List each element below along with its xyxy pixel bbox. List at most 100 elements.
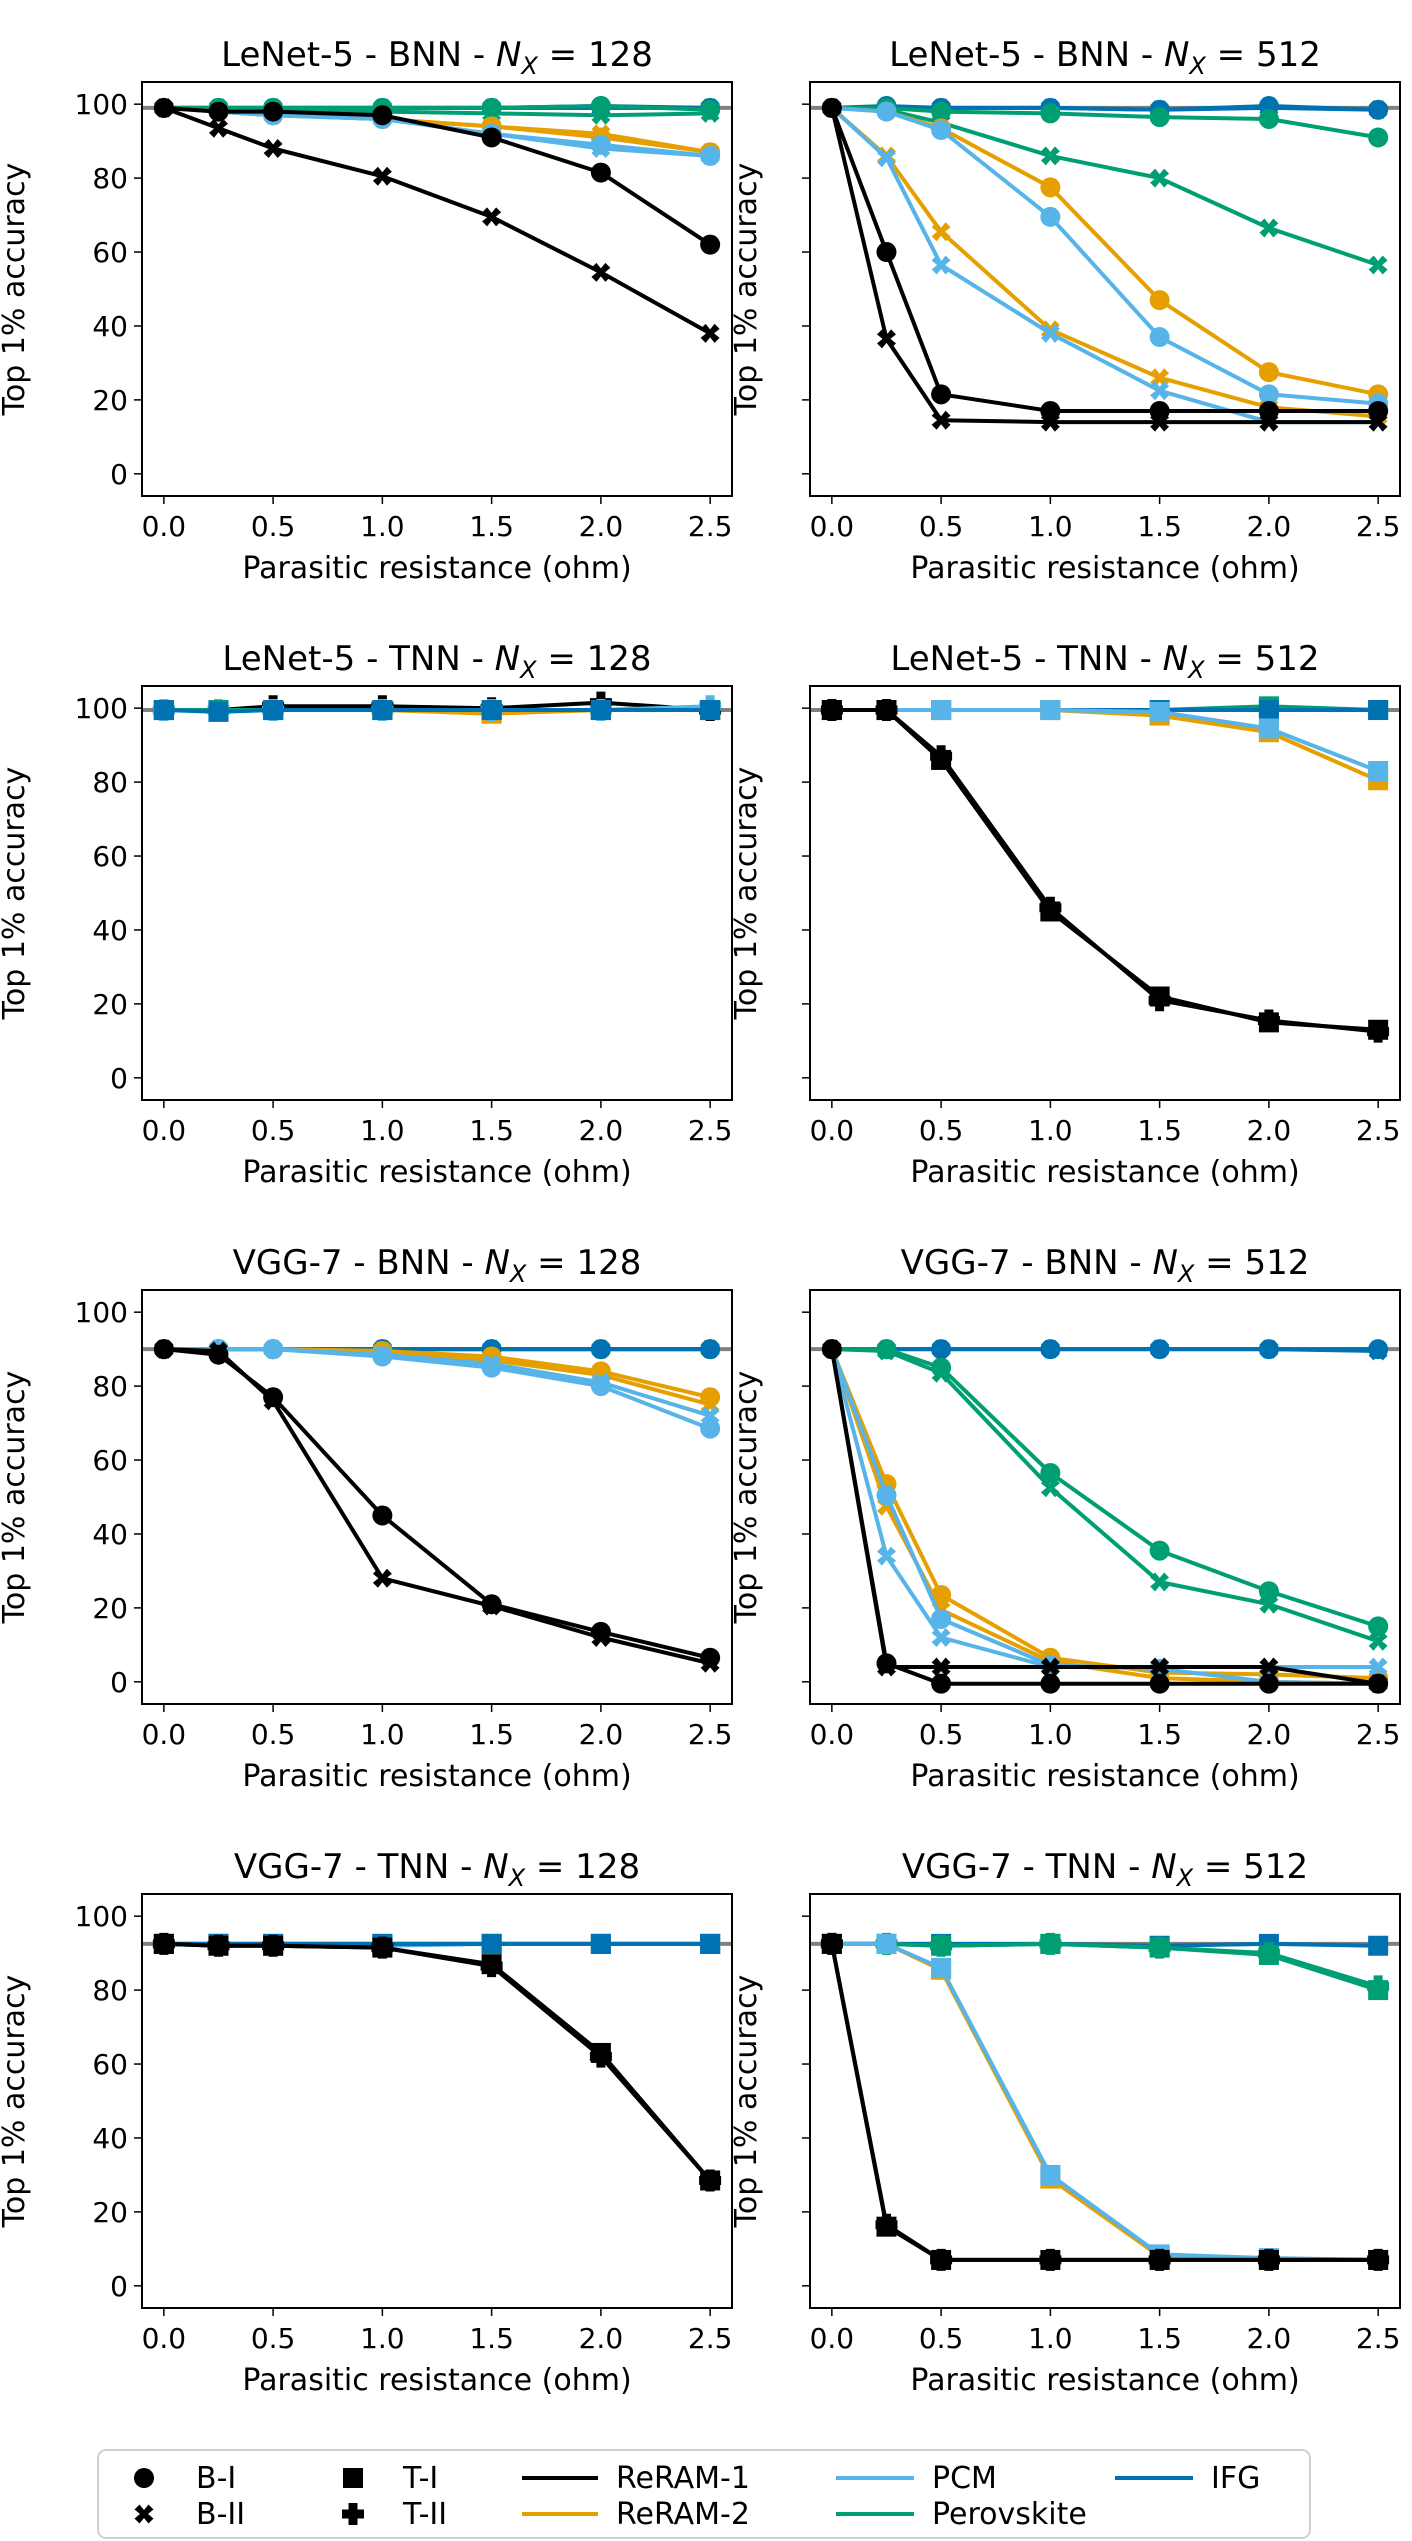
data-point	[1039, 2248, 1062, 2271]
x-tick-label: 2.5	[1356, 2322, 1401, 2355]
x-tick-label: 0.5	[251, 1718, 296, 1751]
legend-entry-b-ii: B-II	[134, 2497, 245, 2532]
data-point	[1150, 381, 1170, 401]
data-point	[820, 699, 843, 721]
x-axis-label: Parasitic resistance (ohm)	[242, 2363, 631, 2398]
y-tick-label: 20	[92, 1592, 128, 1625]
y-tick-label: 100	[75, 692, 128, 725]
chart-title-value: = 128	[526, 1243, 641, 1283]
data-point	[372, 700, 393, 721]
y-tick-label: 40	[92, 310, 128, 343]
data-point	[1040, 1339, 1060, 1359]
data-point	[207, 1934, 230, 1957]
data-point	[1258, 1673, 1279, 1694]
legend-entry-reram-2: ReRAM-2	[522, 2497, 750, 2532]
chart-title: VGG-7 - BNN - NX = 128	[233, 1243, 642, 1288]
legend-label: T-II	[402, 2497, 447, 2532]
data-point	[1368, 127, 1389, 148]
x-tick-label: 1.0	[1028, 2322, 1073, 2355]
x-tick-label: 0.5	[919, 1718, 964, 1751]
y-tick-label: 60	[92, 236, 128, 269]
chart-title-sub: X	[507, 1864, 526, 1892]
data-point	[876, 1485, 897, 1506]
chart-title-value: = 512	[1194, 1243, 1309, 1283]
data-point	[1259, 1657, 1279, 1677]
data-point	[1257, 1942, 1280, 1965]
chart-title-n: N	[1163, 639, 1188, 679]
chart-panel-8: VGG-7 - TNN - NX = 512 0.0 0.5 1.0 1.5 2.0 2.5…	[729, 1847, 1401, 2398]
data-point	[1367, 1020, 1390, 1043]
series-line	[831, 1347, 1379, 1353]
chart-title-value: = 128	[538, 35, 653, 75]
data-point	[1368, 761, 1389, 782]
data-point	[820, 1932, 843, 1955]
y-tick-label: 0	[110, 458, 128, 491]
data-point	[1040, 1462, 1061, 1483]
data-point	[930, 2248, 953, 2271]
data-point	[1150, 1657, 1170, 1677]
data-point	[591, 139, 611, 158]
x-axis-label: Parasitic resistance (ohm)	[242, 551, 631, 586]
chart-panel-4: LeNet-5 - TNN - NX = 512 0.0 0.5 1.0 1.5 2.0 2…	[729, 639, 1401, 1190]
data-point	[372, 105, 393, 126]
data-point	[1368, 100, 1388, 120]
x-tick-label: 2.0	[1247, 2322, 1292, 2355]
legend-label: ReRAM-1	[616, 2461, 750, 2496]
data-point	[1040, 1478, 1060, 1498]
data-point	[876, 101, 897, 122]
data-point	[372, 1568, 392, 1588]
chart-panel-6: VGG-7 - BNN - NX = 512 0.0 0.5 1.0 1.5 2.0 2.5…	[729, 1243, 1401, 1794]
x-tick-label: 1.5	[1137, 2322, 1182, 2355]
data-point	[263, 1339, 283, 1359]
x-tick-label: 1.5	[469, 2322, 514, 2355]
y-tick-label: 0	[110, 1666, 128, 1699]
legend-entry-reram-1: ReRAM-1	[522, 2461, 750, 2496]
data-point	[1150, 1572, 1170, 1592]
data-point	[154, 98, 174, 118]
data-point	[1259, 1594, 1279, 1614]
y-axis-label: Top 1% accuracy	[729, 1975, 764, 2229]
data-point	[1150, 168, 1170, 188]
data-point	[931, 1608, 952, 1629]
y-tick-label: 20	[92, 384, 128, 417]
legend-marker	[342, 2503, 364, 2525]
x-tick-label: 2.5	[688, 2322, 733, 2355]
legend-entry-pcm: PCM	[836, 2461, 997, 2496]
data-point	[1040, 412, 1060, 432]
data-point	[209, 118, 228, 138]
y-tick-label: 0	[110, 2270, 128, 2303]
data-point	[1368, 1935, 1389, 1956]
data-point	[209, 1341, 228, 1361]
data-point	[590, 162, 611, 183]
data-point	[700, 103, 720, 123]
data-point	[1040, 323, 1060, 343]
data-point	[1149, 701, 1170, 722]
data-point	[930, 1934, 953, 1957]
data-point	[154, 1339, 174, 1359]
data-point	[1040, 1673, 1061, 1694]
data-point	[591, 262, 611, 282]
y-tick-label: 20	[92, 988, 128, 1021]
data-point	[700, 146, 720, 166]
legend-label: T-I	[402, 2461, 438, 2496]
x-tick-label: 0.5	[251, 2322, 296, 2355]
series-reram-1-x	[154, 1339, 720, 1673]
data-point	[1148, 1936, 1171, 1959]
y-tick-label: 20	[92, 2196, 128, 2229]
legend-label: B-I	[196, 2461, 236, 2496]
x-tick-label: 1.5	[1137, 1114, 1182, 1147]
x-tick-label: 0.0	[142, 1718, 187, 1751]
chart-title: VGG-7 - TNN - NX = 128	[234, 1847, 640, 1892]
data-point	[1149, 327, 1170, 348]
chart-title-main: VGG-7 - BNN -	[233, 1243, 485, 1283]
chart-title: VGG-7 - TNN - NX = 512	[902, 1847, 1308, 1892]
data-point	[1259, 412, 1279, 432]
chart-title-sub: X	[519, 52, 538, 80]
data-point	[1368, 1631, 1388, 1651]
data-point	[875, 699, 898, 721]
series-line	[163, 708, 711, 714]
chart-title-value: = 128	[537, 639, 652, 679]
x-tick-label: 2.5	[688, 510, 733, 543]
